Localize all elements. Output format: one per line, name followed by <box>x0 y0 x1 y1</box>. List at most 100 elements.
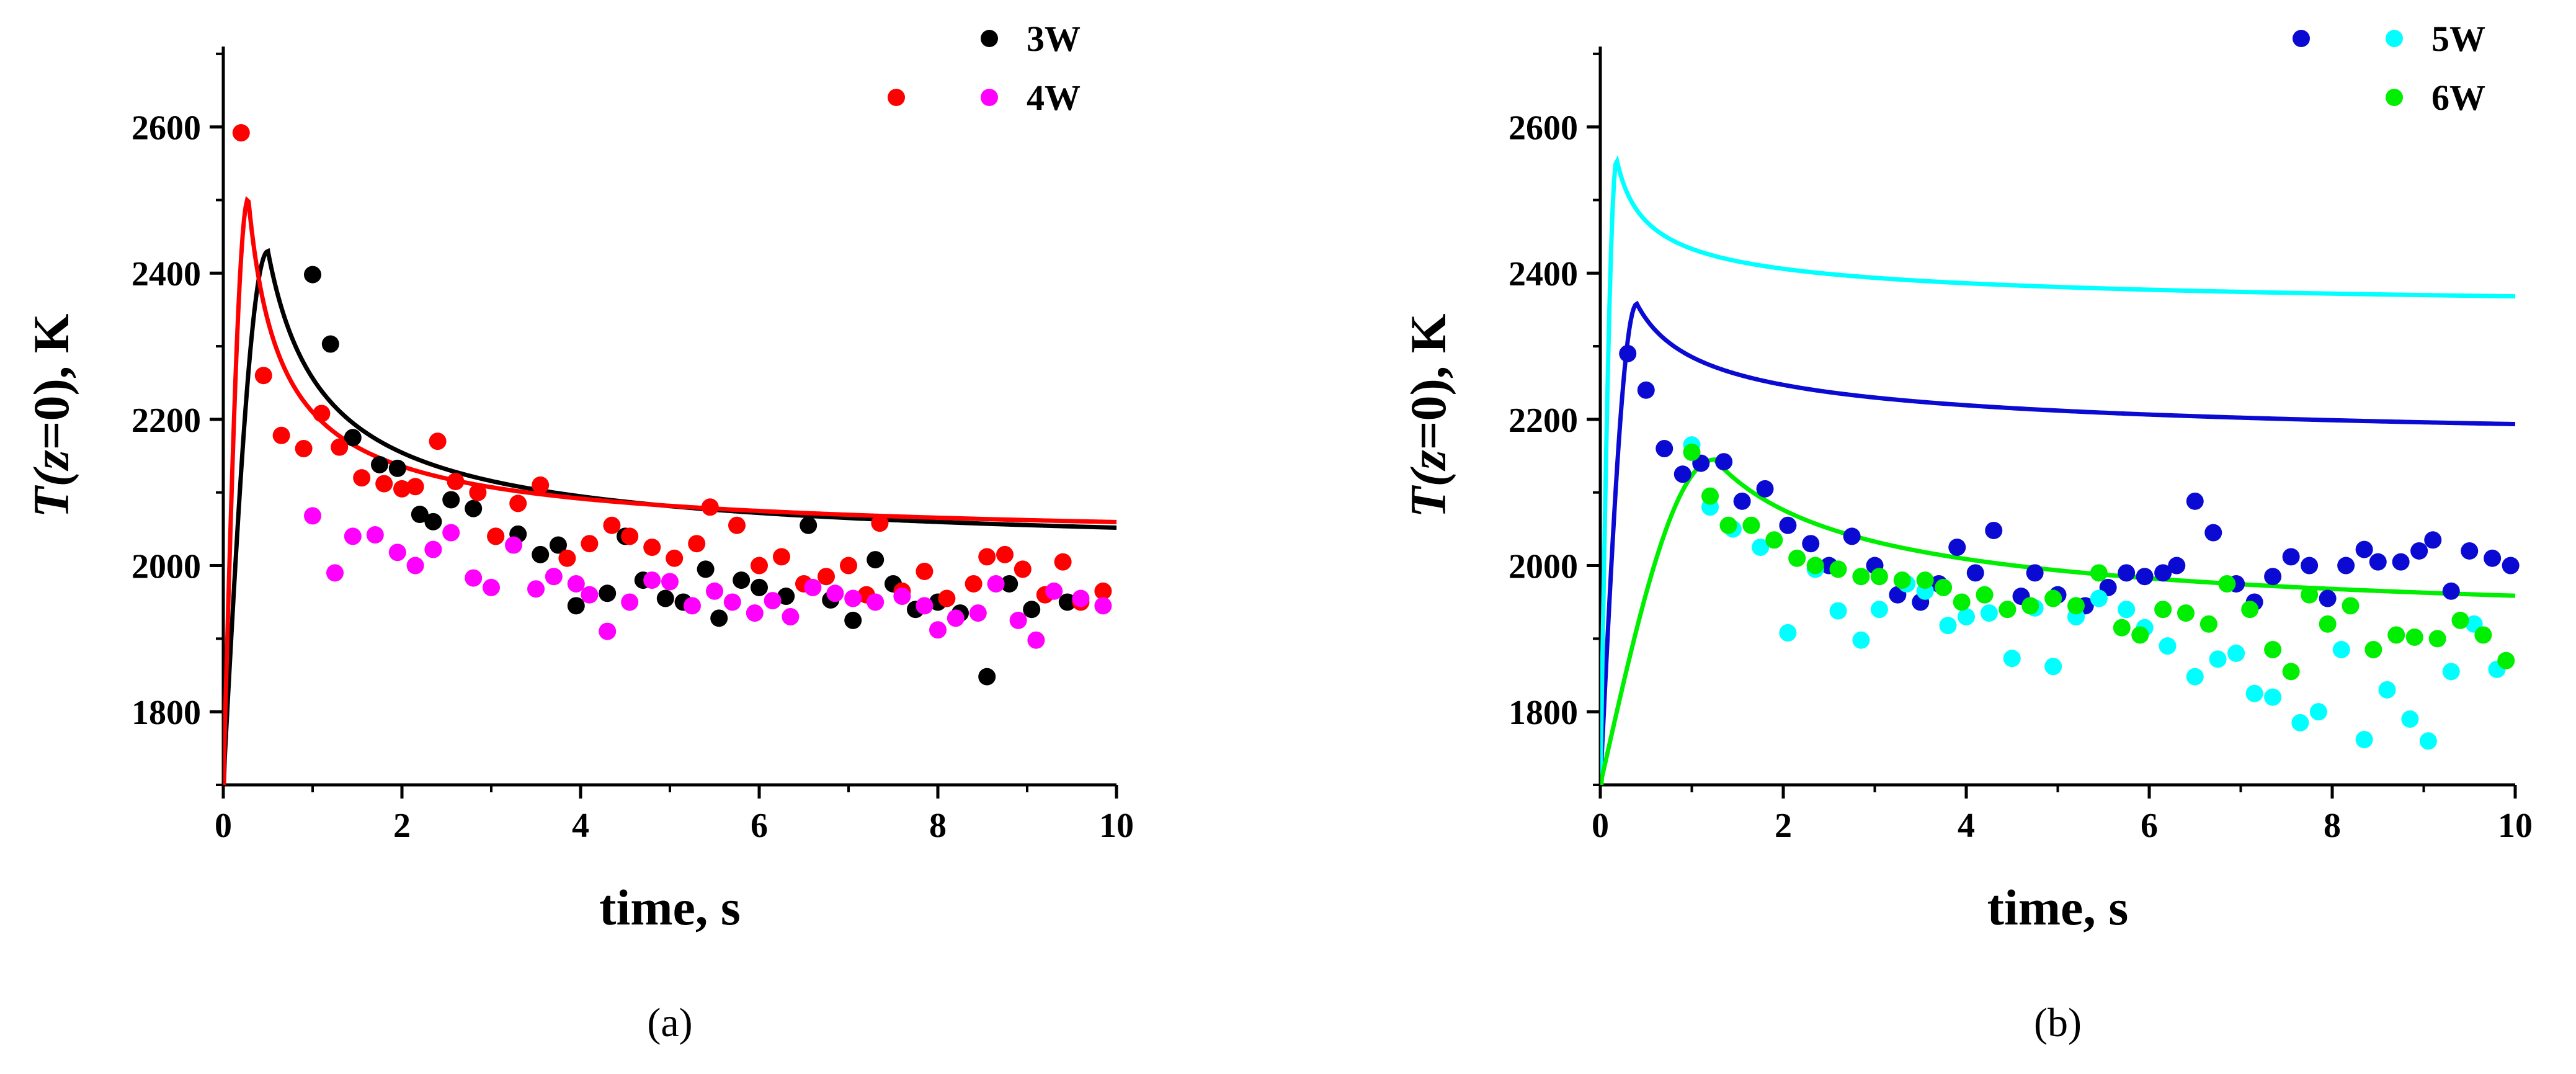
data-point-5w <box>1715 453 1733 471</box>
data-point-6w <box>1935 578 1953 596</box>
y-title-rest: =0), K <box>23 313 79 450</box>
data-point-5w <box>2309 703 2327 721</box>
data-point-6w <box>1683 443 1701 461</box>
data-point-5w <box>1637 381 1655 399</box>
data-point-4w <box>313 405 331 423</box>
data-point-3w <box>599 584 617 602</box>
data-point-4w <box>867 593 885 611</box>
data-point-6w <box>2154 601 2172 619</box>
data-point-4w <box>818 568 835 586</box>
data-point-4w <box>643 539 661 557</box>
data-point-6w <box>2177 604 2195 622</box>
data-point-4w <box>429 432 447 450</box>
x-axis-title: time, s <box>1987 879 2129 936</box>
data-point-5w <box>2319 589 2337 607</box>
x-tick-label: 2 <box>1775 807 1792 845</box>
data-point-4w <box>621 593 639 611</box>
data-point-4w <box>1072 589 1090 607</box>
y-tick-label: 1800 <box>1509 694 1578 732</box>
data-point-4w <box>599 622 617 640</box>
data-point-4w <box>1094 582 1112 600</box>
data-point-5w <box>2332 641 2350 659</box>
data-point-6w <box>2021 597 2039 615</box>
legend-label: 5W <box>2431 19 2485 59</box>
data-point-5w <box>1779 516 1797 534</box>
data-point-6w <box>2387 626 2405 644</box>
data-point-3w <box>800 516 818 534</box>
data-point-5w <box>2003 650 2021 668</box>
data-point-4w <box>947 609 965 627</box>
data-point-4w <box>916 562 934 580</box>
data-point-4w <box>406 557 424 575</box>
data-point-5w <box>2209 650 2227 668</box>
data-point-5w <box>2136 568 2154 586</box>
legend-label: 3W <box>1027 19 1081 59</box>
data-point-3w <box>733 571 751 589</box>
data-point-3w <box>304 266 321 284</box>
data-point-5w <box>1752 539 1770 557</box>
data-point-6w <box>2301 586 2319 604</box>
fit-curve-6w-fit <box>1600 457 2516 785</box>
data-point-4w <box>688 535 706 553</box>
y-title-symbol: T( <box>23 466 79 517</box>
data-point-4w <box>666 549 684 567</box>
data-point-5w <box>1756 480 1774 498</box>
y-tick-label: 2000 <box>1509 548 1578 586</box>
data-point-6w <box>2474 626 2492 644</box>
data-point-5w <box>1966 564 1984 582</box>
data-point-5w <box>2159 637 2177 655</box>
data-point-4w <box>331 438 349 456</box>
data-point-3w <box>697 560 715 578</box>
y-tick-label: 1800 <box>131 694 201 732</box>
data-point-5w <box>1870 601 1888 619</box>
data-point-6w <box>1742 516 1760 534</box>
data-point-5w <box>2378 681 2396 699</box>
data-point-6w <box>1806 557 1824 575</box>
data-point-4w <box>545 568 563 586</box>
x-tick-label: 8 <box>929 807 947 845</box>
data-point-6w <box>2364 641 2382 659</box>
data-point-4w <box>527 580 545 598</box>
data-point-5w <box>1656 440 1674 458</box>
data-point-4w <box>532 476 550 494</box>
y-tick-label: 2200 <box>131 401 201 440</box>
data-point-6w <box>2451 611 2469 629</box>
data-point-5w <box>2118 564 2136 582</box>
data-point-6w <box>1893 571 1911 589</box>
data-point-3w <box>424 512 442 530</box>
data-point-6w <box>2199 615 2217 633</box>
data-point-3w <box>844 611 862 629</box>
data-point-5w <box>1852 631 1870 649</box>
fit-curves <box>1600 155 2516 785</box>
fit-curve-5w-fit-cyan- <box>1600 155 2516 785</box>
data-point-5w <box>1619 344 1637 362</box>
data-point-5w <box>1958 608 1975 626</box>
data-point-4w <box>773 548 790 566</box>
data-point-3w <box>465 499 483 517</box>
data-point-5w <box>2461 542 2479 560</box>
data-point-4w <box>751 557 768 575</box>
data-point-6w <box>1829 560 1847 578</box>
data-point-5w <box>2204 524 2222 542</box>
data-point-5w <box>1939 617 1957 635</box>
data-point-4w <box>424 540 442 558</box>
fit-curve-3w-fit <box>223 248 1117 785</box>
x-tick-label: 10 <box>2498 807 2533 845</box>
data-point-3w <box>978 668 996 686</box>
data-point-5w <box>2227 644 2245 662</box>
legend-marker <box>981 89 998 106</box>
scatter-points <box>1619 344 2520 750</box>
data-point-4w <box>978 548 996 566</box>
legend-label: 6W <box>2431 78 2485 118</box>
data-point-6w <box>1976 586 1994 604</box>
data-point-6w <box>2218 575 2236 593</box>
data-point-4w <box>447 473 465 491</box>
data-point-4w <box>782 608 800 626</box>
x-tick-label: 4 <box>572 807 589 845</box>
data-point-5w <box>2369 553 2387 571</box>
data-point-4w <box>1014 560 1032 578</box>
data-point-4w <box>344 527 362 545</box>
data-point-5w <box>2442 663 2460 681</box>
data-point-3w <box>442 491 460 509</box>
data-point-4w <box>844 589 862 607</box>
